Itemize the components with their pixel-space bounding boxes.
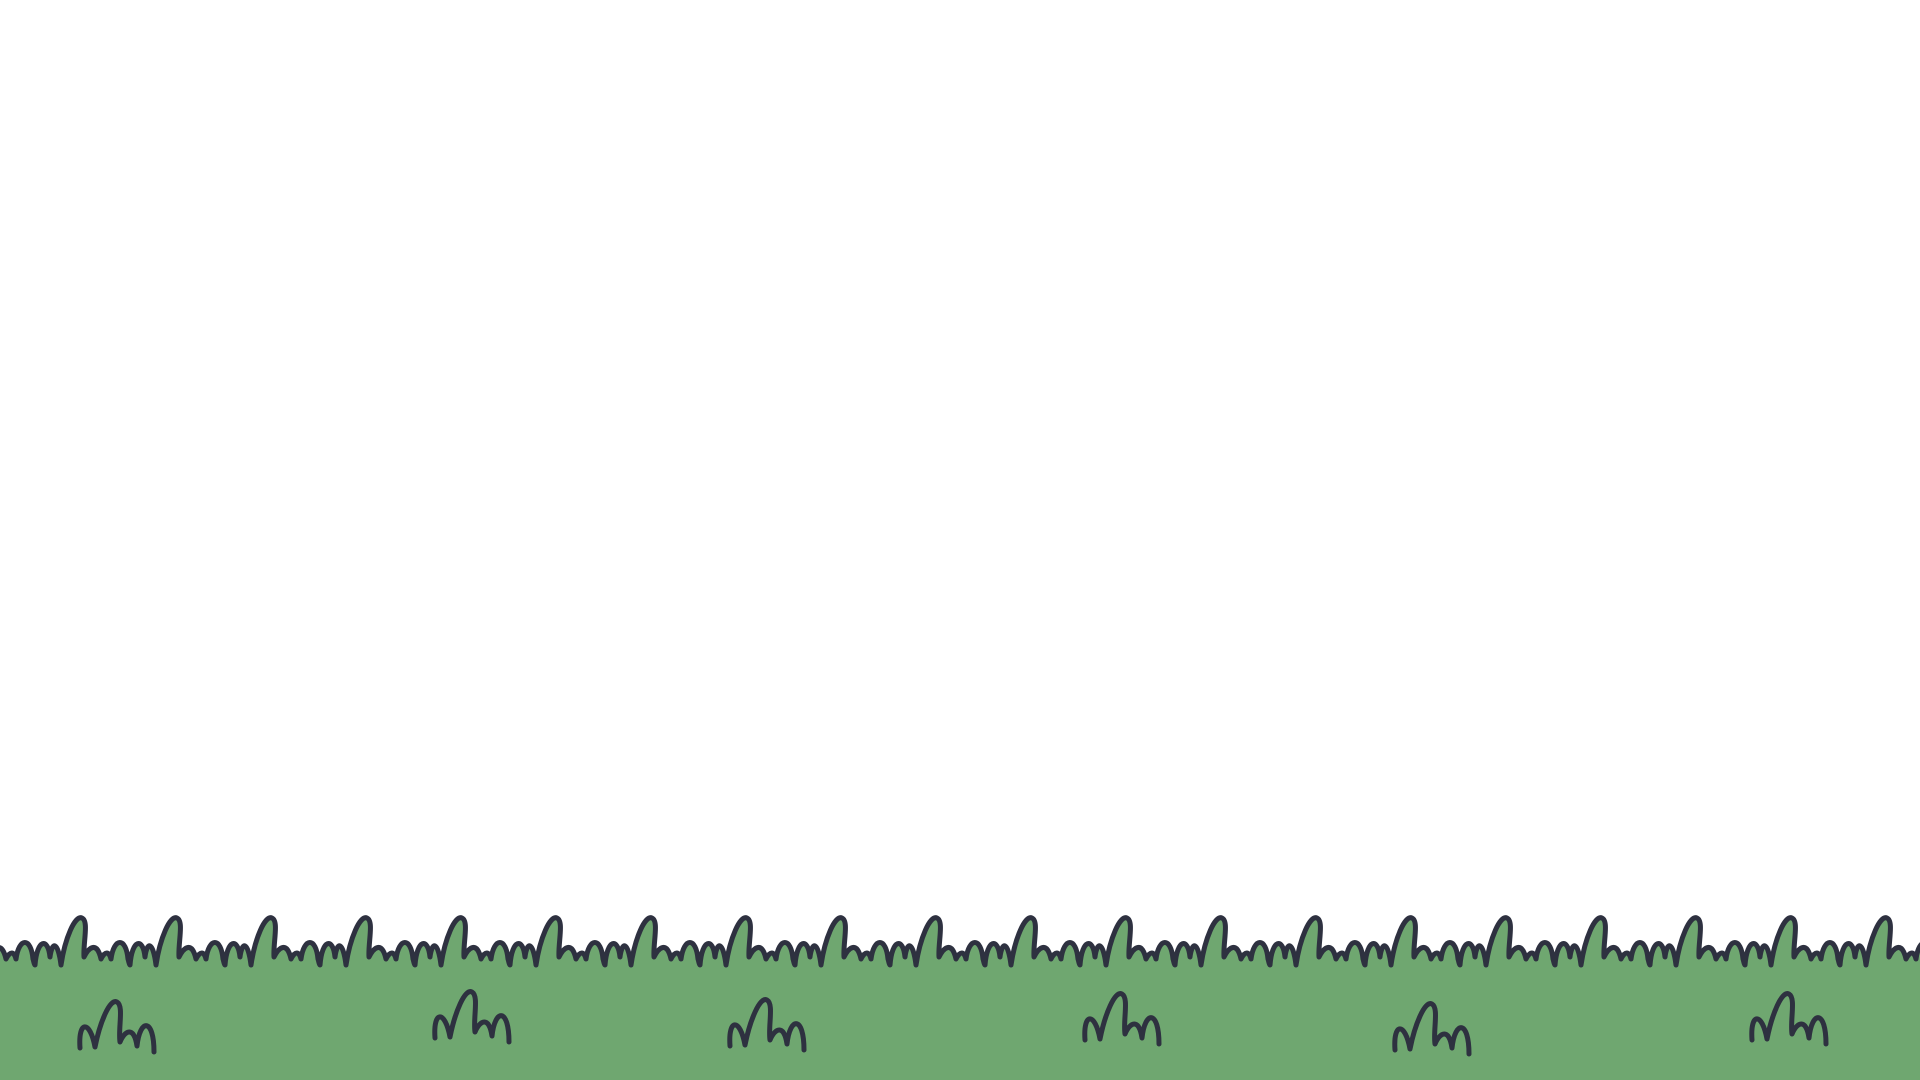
grass-field bbox=[0, 917, 1920, 1080]
grass-edge-outline bbox=[0, 915, 1920, 968]
grass-tuft-icon bbox=[1082, 991, 1162, 1047]
grass-tuft-icon bbox=[432, 989, 512, 1045]
grass-tuft-icon bbox=[1392, 1001, 1472, 1057]
grass-tuft-icon bbox=[77, 999, 157, 1055]
grass-tuft-icon bbox=[1749, 991, 1829, 1047]
grass-tufts bbox=[77, 989, 1829, 1057]
grass-tuft-icon bbox=[727, 997, 807, 1053]
